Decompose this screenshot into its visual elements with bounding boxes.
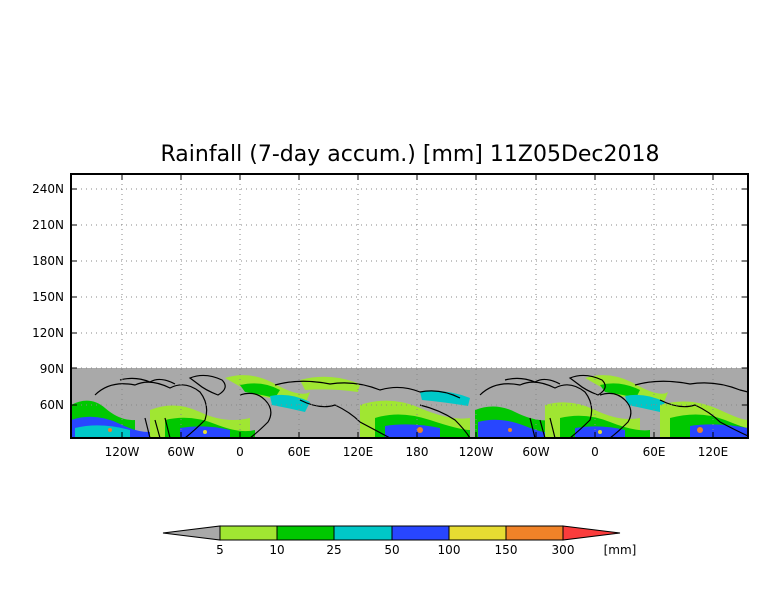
lon-label: 120E (698, 445, 729, 459)
lon-label: 120W (459, 445, 494, 459)
coastlines (94, 374, 749, 439)
lon-label: 60E (643, 445, 666, 459)
lon-label: 0 (591, 445, 599, 459)
lon-label: 180 (406, 445, 429, 459)
lon-label: 60W (167, 445, 194, 459)
lon-label: 0 (236, 445, 244, 459)
lat-label: 60N (40, 398, 64, 412)
colorbar-tick: 100 (438, 543, 461, 557)
colorbar-tick: 5 (216, 543, 224, 557)
lat-label: 240N (32, 182, 64, 196)
lat-label: 210N (32, 218, 64, 232)
colorbar-tick: 10 (269, 543, 284, 557)
gridlines (71, 174, 748, 438)
chart-title: Rainfall (7-day accum.) [mm] 11Z05Dec201… (160, 142, 659, 167)
lat-label: 150N (32, 290, 64, 304)
colorbar-segment (448, 525, 507, 541)
colorbar-segment (391, 525, 450, 541)
colorbar-tick: 50 (384, 543, 399, 557)
lat-label: 90N (40, 362, 64, 376)
colorbar-tick: 300 (552, 543, 575, 557)
map-panel (70, 173, 749, 439)
precipitation-field (71, 375, 749, 438)
colorbar-low-arrow (162, 525, 221, 541)
lon-label: 60W (522, 445, 549, 459)
lon-label: 120W (105, 445, 140, 459)
colorbar-high-arrow (562, 525, 621, 541)
colorbar-segment (505, 525, 564, 541)
tick-marks (71, 174, 748, 438)
lon-label: 120E (343, 445, 374, 459)
colorbar-segment (333, 525, 393, 541)
longitude-labels: 120W 60W 0 60E 120E 180 120W 60W 0 60E 1… (105, 445, 729, 459)
colorbar-tick: 150 (495, 543, 518, 557)
lon-label: 60E (288, 445, 311, 459)
lat-label: 180N (32, 254, 64, 268)
map-frame (70, 173, 749, 439)
latitude-labels: 240N 210N 180N 150N 120N 90N 60N (32, 182, 64, 412)
colorbar-unit-label: [mm] (604, 543, 637, 557)
colorbar: 5 10 25 50 100 150 300 [mm] (162, 525, 637, 557)
colorbar-segment (276, 525, 335, 541)
colorbar-segment (219, 525, 278, 541)
colorbar-tick: 25 (326, 543, 341, 557)
lat-label: 120N (32, 326, 64, 340)
